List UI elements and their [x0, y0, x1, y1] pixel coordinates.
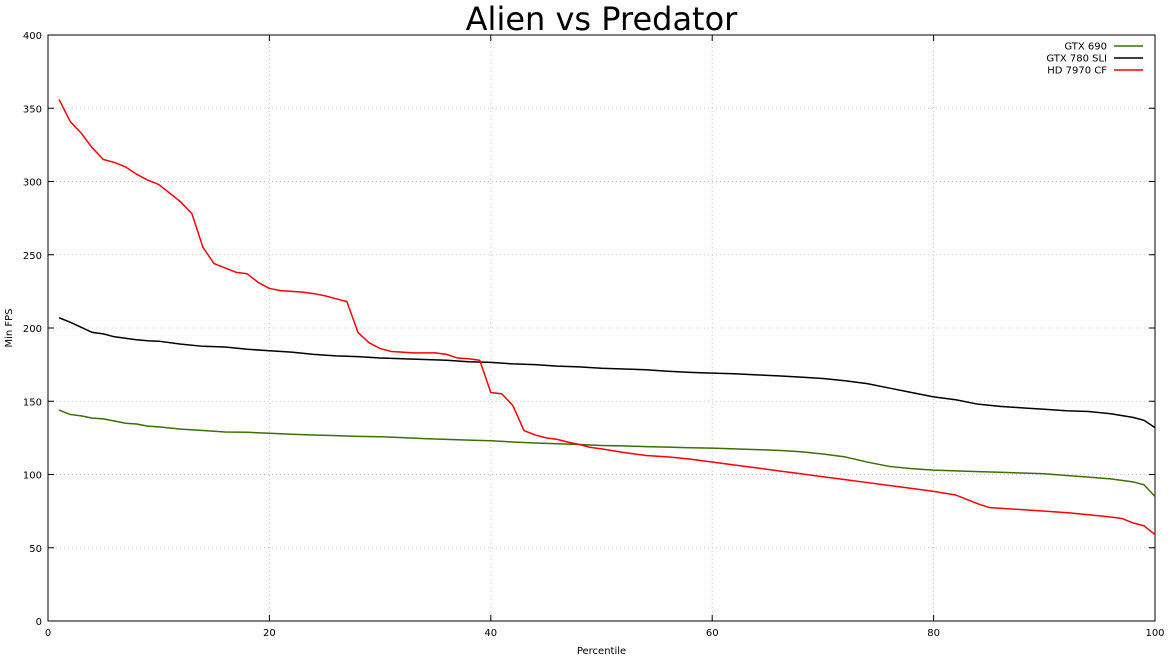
axis-ticks: 0 20 40 60 80 100 0 50 100 150 200 250 300 350 400	[23, 31, 1165, 639]
series-line	[58, 317, 1156, 429]
grid	[48, 35, 1155, 621]
y-tick-label: 150	[23, 397, 42, 408]
x-tick-label: 0	[45, 628, 51, 639]
x-axis-label: Percentile	[577, 646, 626, 657]
y-axis-label: Min FPS	[4, 308, 15, 347]
series-lines	[58, 99, 1156, 536]
x-tick-label: 20	[263, 628, 276, 639]
y-tick-label: 250	[23, 251, 42, 262]
series-line	[58, 409, 1156, 497]
y-tick-label: 100	[23, 471, 42, 482]
y-tick-label: 300	[23, 178, 42, 189]
series-line	[58, 99, 1156, 536]
x-tick-label: 60	[706, 628, 719, 639]
legend-label: GTX 690	[1064, 42, 1107, 53]
legend-label: HD 7970 CF	[1047, 66, 1107, 77]
y-tick-label: 350	[23, 104, 42, 115]
x-tick-label: 80	[927, 628, 940, 639]
y-tick-label: 200	[23, 324, 42, 335]
y-tick-label: 0	[36, 617, 42, 628]
chart-title: Alien vs Predator	[466, 0, 739, 38]
y-tick-label: 400	[23, 31, 42, 42]
y-tick-label: 50	[29, 544, 42, 555]
legend-label: GTX 780 SLI	[1046, 54, 1107, 65]
x-tick-label: 100	[1145, 628, 1164, 639]
x-tick-label: 40	[484, 628, 497, 639]
